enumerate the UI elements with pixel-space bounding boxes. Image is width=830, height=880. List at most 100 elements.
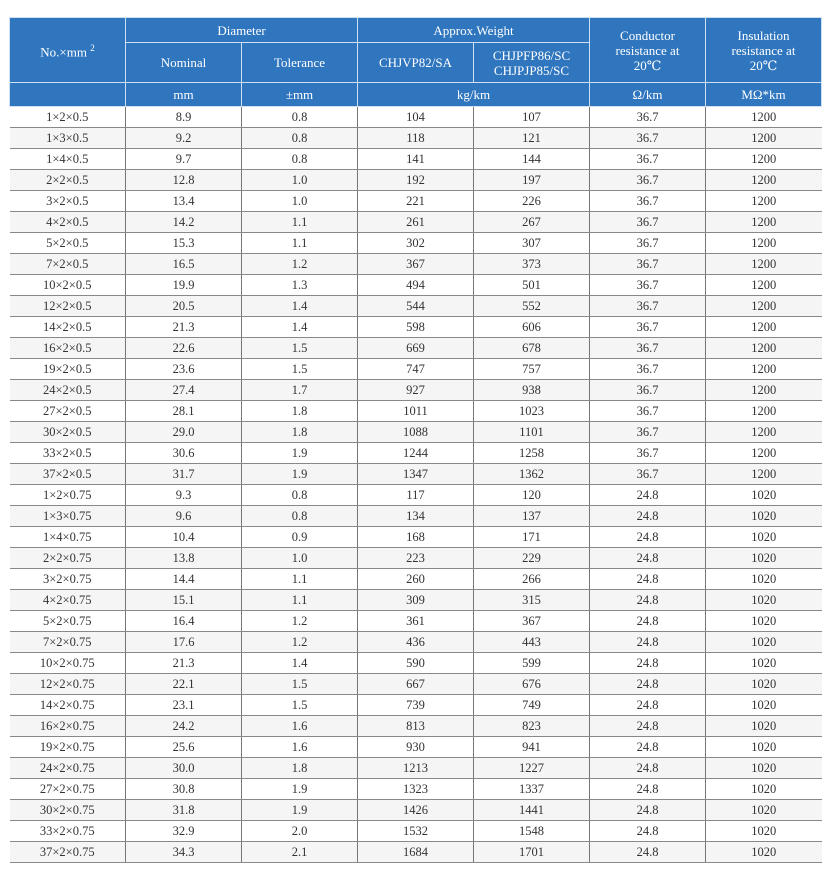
cell-tolerance: 1.0 <box>241 190 358 212</box>
header-chjpfp-line1: CHJPFP86/SC <box>492 47 571 63</box>
cell-insulation-resistance: 1200 <box>705 127 822 149</box>
cell-nominal-diameter: 22.6 <box>125 337 242 359</box>
cell-nominal-diameter: 16.5 <box>125 253 242 275</box>
cell-tolerance: 1.9 <box>241 463 358 485</box>
table-row: 33×2×0.5 30.6 1.9 1244 1258 36.7 1200 <box>9 442 822 464</box>
cell-spec: 1×4×0.5 <box>9 148 126 170</box>
cell-conductor-resistance: 36.7 <box>589 295 706 317</box>
cell-insulation-resistance: 1020 <box>705 736 822 758</box>
cell-nominal-diameter: 22.1 <box>125 673 242 695</box>
table-row: 24×2×0.5 27.4 1.7 927 938 36.7 1200 <box>9 379 822 401</box>
cell-weight-chjpfp: 137 <box>473 505 590 527</box>
cell-weight-chjpfp: 1258 <box>473 442 590 464</box>
cell-spec: 1×4×0.75 <box>9 526 126 548</box>
cell-weight-chjvp: 118 <box>357 127 474 149</box>
cell-weight-chjvp: 117 <box>357 484 474 506</box>
cell-insulation-resistance: 1020 <box>705 505 822 527</box>
cell-tolerance: 1.9 <box>241 442 358 464</box>
table-body: 1×2×0.5 8.9 0.8 104 107 36.7 1200 1×3×0.5 9.2 0.8… <box>9 106 822 863</box>
cell-conductor-resistance: 24.8 <box>589 505 706 527</box>
cell-weight-chjpfp: 599 <box>473 652 590 674</box>
cell-tolerance: 1.2 <box>241 253 358 275</box>
cell-spec: 10×2×0.5 <box>9 274 126 296</box>
table-row: 1×3×0.5 9.2 0.8 118 121 36.7 1200 <box>9 127 822 149</box>
cell-insulation-resistance: 1200 <box>705 295 822 317</box>
cell-insulation-resistance: 1020 <box>705 757 822 779</box>
cell-weight-chjvp: 930 <box>357 736 474 758</box>
cell-tolerance: 0.8 <box>241 127 358 149</box>
table-row: 4×2×0.5 14.2 1.1 261 267 36.7 1200 <box>9 211 822 233</box>
cell-spec: 19×2×0.75 <box>9 736 126 758</box>
header-chjpfp: CHJPFP86/SC CHJPJP85/SC <box>473 42 590 83</box>
cell-insulation-resistance: 1200 <box>705 421 822 443</box>
cell-spec: 16×2×0.75 <box>9 715 126 737</box>
table-row: 7×2×0.75 17.6 1.2 436 443 24.8 1020 <box>9 631 822 653</box>
cell-spec: 4×2×0.5 <box>9 211 126 233</box>
table-row: 4×2×0.75 15.1 1.1 309 315 24.8 1020 <box>9 589 822 611</box>
cell-conductor-resistance: 24.8 <box>589 484 706 506</box>
cell-weight-chjvp: 104 <box>357 106 474 128</box>
table-row: 27×2×0.75 30.8 1.9 1323 1337 24.8 1020 <box>9 778 822 800</box>
cell-insulation-resistance: 1020 <box>705 694 822 716</box>
cell-insulation-resistance: 1020 <box>705 673 822 695</box>
cell-tolerance: 1.7 <box>241 379 358 401</box>
cell-weight-chjvp: 1426 <box>357 799 474 821</box>
table-row: 16×2×0.75 24.2 1.6 813 823 24.8 1020 <box>9 715 822 737</box>
cell-insulation-resistance: 1200 <box>705 253 822 275</box>
table-row: 14×2×0.5 21.3 1.4 598 606 36.7 1200 <box>9 316 822 338</box>
cell-conductor-resistance: 24.8 <box>589 757 706 779</box>
unit-tolerance: ±mm <box>241 82 358 107</box>
cell-conductor-resistance: 24.8 <box>589 631 706 653</box>
cell-nominal-diameter: 15.3 <box>125 232 242 254</box>
cell-weight-chjvp: 1244 <box>357 442 474 464</box>
cell-weight-chjvp: 747 <box>357 358 474 380</box>
cell-conductor-resistance: 24.8 <box>589 841 706 863</box>
cell-conductor-resistance: 24.8 <box>589 610 706 632</box>
cell-conductor-resistance: 36.7 <box>589 358 706 380</box>
cell-weight-chjvp: 669 <box>357 337 474 359</box>
cell-spec: 37×2×0.5 <box>9 463 126 485</box>
table-row: 30×2×0.5 29.0 1.8 1088 1101 36.7 1200 <box>9 421 822 443</box>
cell-conductor-resistance: 36.7 <box>589 211 706 233</box>
cell-weight-chjvp: 309 <box>357 589 474 611</box>
table-row: 16×2×0.5 22.6 1.5 669 678 36.7 1200 <box>9 337 822 359</box>
cell-conductor-resistance: 36.7 <box>589 379 706 401</box>
cell-weight-chjpfp: 552 <box>473 295 590 317</box>
cell-nominal-diameter: 21.3 <box>125 316 242 338</box>
cell-spec: 2×2×0.75 <box>9 547 126 569</box>
cell-weight-chjvp: 223 <box>357 547 474 569</box>
cell-insulation-resistance: 1020 <box>705 526 822 548</box>
header-diameter: Diameter <box>125 17 358 43</box>
cell-nominal-diameter: 8.9 <box>125 106 242 128</box>
cell-tolerance: 1.1 <box>241 568 358 590</box>
cell-weight-chjvp: 1011 <box>357 400 474 422</box>
cell-weight-chjpfp: 307 <box>473 232 590 254</box>
cell-spec: 3×2×0.5 <box>9 190 126 212</box>
cell-insulation-resistance: 1020 <box>705 820 822 842</box>
cell-insulation-resistance: 1020 <box>705 841 822 863</box>
cell-weight-chjpfp: 757 <box>473 358 590 380</box>
cell-insulation-resistance: 1200 <box>705 232 822 254</box>
cell-weight-chjpfp: 107 <box>473 106 590 128</box>
cell-nominal-diameter: 30.6 <box>125 442 242 464</box>
unit-weight: kg/km <box>357 82 590 107</box>
cell-tolerance: 0.8 <box>241 148 358 170</box>
cell-weight-chjpfp: 1362 <box>473 463 590 485</box>
cell-conductor-resistance: 24.8 <box>589 778 706 800</box>
cell-weight-chjvp: 221 <box>357 190 474 212</box>
cell-insulation-resistance: 1020 <box>705 589 822 611</box>
cell-spec: 24×2×0.75 <box>9 757 126 779</box>
cell-spec: 24×2×0.5 <box>9 379 126 401</box>
cell-tolerance: 1.5 <box>241 694 358 716</box>
cell-tolerance: 1.8 <box>241 421 358 443</box>
cell-tolerance: 1.4 <box>241 652 358 674</box>
table-row: 10×2×0.75 21.3 1.4 590 599 24.8 1020 <box>9 652 822 674</box>
cell-weight-chjvp: 1323 <box>357 778 474 800</box>
cell-weight-chjvp: 367 <box>357 253 474 275</box>
cell-weight-chjvp: 134 <box>357 505 474 527</box>
header-no: No.×mm 2 <box>9 17 126 83</box>
cell-insulation-resistance: 1200 <box>705 274 822 296</box>
cell-insulation-resistance: 1200 <box>705 316 822 338</box>
cell-insulation-resistance: 1200 <box>705 400 822 422</box>
cell-tolerance: 1.1 <box>241 211 358 233</box>
